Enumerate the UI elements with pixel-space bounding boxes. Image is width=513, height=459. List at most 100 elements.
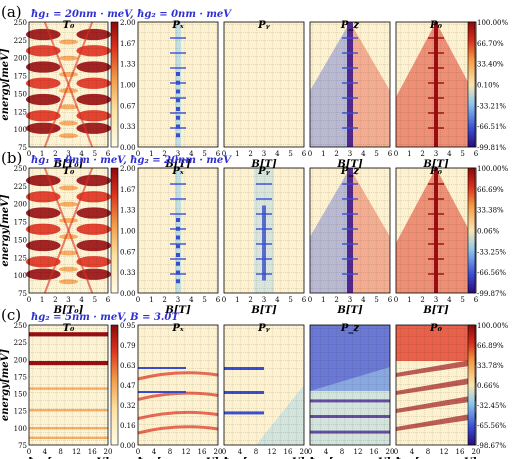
colorbar-tick-label: 0.67 [120,102,136,110]
row-label: (c) [1,306,21,324]
x-tick-label: 5 [374,296,378,304]
y-tick-label: 200 [14,55,27,63]
panel-title: Pₓ [171,166,184,177]
x-tick-label: 2 [334,296,338,304]
x-tick-label: 20 [300,448,309,456]
x-tick-label: 0 [27,150,31,158]
x-tick-label: 8 [168,448,172,456]
panel-0: T₀ 0 4 8 12 16 20ħg₁[nm · meV] [27,323,113,459]
panel-title: T₀ [63,166,75,177]
x-tick-label: 3 [262,296,266,304]
colorbar-tick-label: -65.56% [477,422,506,430]
colorbar-tick-label: -66.51% [477,123,506,131]
x-tick-label: 0 [308,296,312,304]
x-tick-label: 4 [43,448,48,456]
panel-title: Pᵧ [257,20,271,31]
x-tick-label: 4 [189,296,194,304]
x-tick-label: 0 [136,448,140,456]
colorbar-tick-label: 0.06% [477,228,500,236]
x-tick-label: 0 [308,150,312,158]
x-axis-label: B[T₀] [53,305,84,316]
x-tick-label: 16 [88,448,97,456]
x-tick-label: 6 [474,296,479,304]
x-tick-label: 20 [472,448,481,456]
x-axis-label: ħg₁[nm · meV] [28,457,109,459]
x-tick-label: 5 [288,296,292,304]
colorbar-tick-label: 33.40% [477,61,504,69]
panel-title: P_z [340,166,360,177]
x-tick-label: 16 [284,448,293,456]
x-tick-label: 4 [324,448,329,456]
x-tick-label: 5 [93,296,97,304]
x-tick-label: 3 [348,150,352,158]
x-tick-label: 16 [198,448,207,456]
panel-title: Pₓ [171,20,184,31]
panel-2: Pᵧ 0 4 8 12 16 20ħg₁[nm · meV] [222,323,309,459]
x-tick-label: 6 [106,296,111,304]
x-tick-label: 1 [407,150,411,158]
x-axis-label: B[T] [164,159,191,170]
colorbar-tick-label: 1.67 [120,186,136,194]
x-tick-label: 2 [420,296,424,304]
y-tick-label: 225 [14,183,27,191]
x-axis-label: ħg₁[nm · meV] [223,457,304,459]
row-label: (a) [1,3,22,21]
colorbar-tick-label: 0.63 [120,362,136,370]
x-tick-label: 1 [149,296,153,304]
x-tick-label: 5 [202,150,206,158]
panel-3: P_z 0 4 8 12 16 20ħg₁[nm · meV] [308,323,395,459]
y-tick-label: 75 [18,144,27,152]
colorbar-tick-label: -33.21% [477,102,506,110]
y-tick-label: 200 [14,356,27,364]
y-tick-label: 175 [14,219,27,227]
x-tick-label: 3 [348,296,352,304]
x-tick-label: 12 [440,448,449,456]
x-tick-label: 20 [214,448,223,456]
colorbar-tick-label: 33.38% [477,207,504,215]
row-label: (b) [1,149,22,167]
row-2: (c) ħg₂ = 5nm · meV, B = 3.0T250225200175… [0,306,508,459]
x-tick-label: 4 [361,296,366,304]
colorbar-tick-label: 100.00% [477,165,508,173]
y-tick-label: 125 [14,408,27,416]
y-tick-label: 100 [14,126,27,134]
colorbar-tick-label: -32.45% [477,402,506,410]
x-axis-label: B[T] [336,159,363,170]
x-tick-label: 8 [254,448,258,456]
x-tick-label: 0 [394,448,398,456]
x-tick-label: 5 [202,296,206,304]
x-tick-label: 2 [420,150,424,158]
x-tick-label: 12 [72,448,81,456]
x-tick-label: 3 [176,150,180,158]
y-tick-label: 75 [18,290,27,298]
y-tick-label: 225 [14,37,27,45]
panel-1: Pₓ 0 4 8 12 16 20ħg₁[nm · meV] [136,323,223,459]
x-tick-label: 12 [268,448,277,456]
x-tick-label: 0 [27,296,31,304]
colorbar-tick-label: 0.47 [120,382,136,390]
x-axis-label: B[T] [422,159,449,170]
x-tick-label: 0 [308,448,312,456]
x-tick-label: 0 [222,296,226,304]
x-tick-label: 0 [222,150,226,158]
colorbar [467,324,476,446]
x-tick-label: 2 [53,150,57,158]
y-tick-label: 175 [14,73,27,81]
panel-title: P₀ [429,323,443,334]
x-tick-label: 6 [302,296,307,304]
colorbar-tick-label: 0.95 [120,322,136,330]
x-tick-label: 2 [334,150,338,158]
x-tick-label: 6 [388,150,393,158]
x-tick-label: 8 [340,448,344,456]
x-axis-label: B[T] [164,305,191,316]
panel-title: Pₓ [171,323,184,334]
x-tick-label: 5 [93,150,97,158]
row-condition: ħg₁ = 0nm · meV, ħg₂ = 20nm · meV [31,155,232,166]
x-tick-label: 3 [66,150,70,158]
colorbar-tick-label: 33.78% [477,362,504,370]
y-tick-label: 125 [14,254,27,262]
panel-title: P₀ [429,20,443,31]
colorbar-tick-label: 0.16 [120,422,136,430]
x-tick-label: 5 [288,150,292,158]
colorbar-tick-label: 2.00 [120,19,136,27]
